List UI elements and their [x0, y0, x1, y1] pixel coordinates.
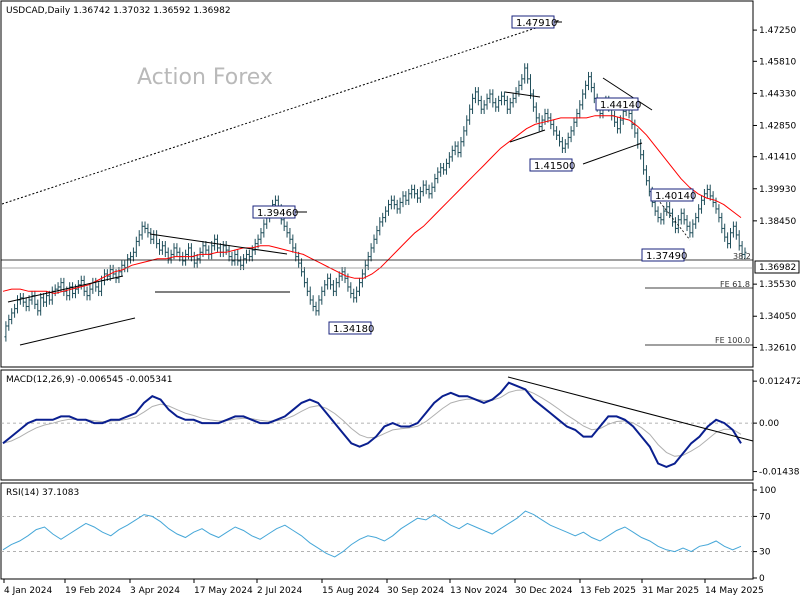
current-price-tag	[754, 260, 800, 274]
rsi-layer	[1, 510, 753, 558]
triangle-upper-line	[149, 233, 288, 255]
x-tick-label: 19 Feb 2024	[65, 586, 121, 596]
current-price-label: 1.36982	[759, 263, 796, 273]
flag-upper-line	[504, 91, 541, 98]
price-y-tick-label: 1.41410	[759, 153, 796, 163]
macd-panel-frame	[0, 369, 754, 481]
rsi-y-tick-label: 30	[759, 548, 771, 558]
macd-signal-line	[2, 389, 742, 457]
retrace-dotted-line	[654, 195, 691, 241]
rsi-line	[2, 510, 742, 558]
price-y-tick-label: 1.39930	[759, 185, 796, 195]
macd-line	[2, 381, 742, 468]
x-tick-label: 15 Aug 2024	[322, 586, 380, 596]
annotation-box	[650, 188, 694, 202]
price-y-tick-label: 1.45810	[759, 57, 796, 67]
macd-layer	[1, 376, 754, 468]
dotted-trendline	[1, 19, 561, 205]
x-tick-label: 3 Apr 2024	[130, 586, 180, 596]
annotation-label: 1.47910	[516, 18, 557, 29]
macd-y-tick-label: 0.012472	[759, 377, 800, 387]
fib-label: FE 100.0	[715, 336, 750, 345]
price-y-tick-label: 1.35530	[759, 280, 796, 290]
price-y-tick-label: 1.32610	[759, 343, 796, 353]
x-tick-label: 13 Nov 2024	[450, 586, 508, 596]
annotation-box	[529, 158, 573, 172]
annotation-label: 1.39460	[257, 208, 298, 219]
price-panel-frame	[0, 0, 754, 368]
watermark: Action Forex	[137, 65, 273, 90]
rsi-panel-frame	[0, 482, 754, 580]
x-tick-label: 4 Jan 2024	[4, 586, 52, 596]
rsi-title: RSI(14) 37.1083	[6, 488, 79, 498]
price-y-tick-label: 1.47250	[759, 26, 796, 36]
chart-title: USDCAD,Daily 1.36742 1.37032 1.36592 1.3…	[6, 6, 231, 16]
rsi-y-tick-label: 0	[759, 574, 765, 584]
price-y-tick-label: 1.44330	[759, 89, 796, 99]
channel-upper-line	[7, 275, 124, 303]
annotation-label: 1.37490	[646, 251, 687, 262]
price-layer: 1.47910 1.44140 1.41500 1.40140 1.39460 1.374…	[1, 15, 753, 346]
macd-title: MACD(12,26,9) -0.006545 -0.005341	[6, 375, 172, 385]
fib-label: 38.2	[733, 252, 751, 261]
macd-y-tick-label: 0.00	[759, 419, 779, 429]
x-tick-label: 2 Jul 2024	[257, 586, 302, 596]
x-tick-label: 13 Feb 2025	[580, 586, 636, 596]
price-y-tick-label: 1.42850	[759, 121, 796, 131]
annotation-box	[595, 97, 639, 111]
x-tick-label: 30 Sep 2024	[387, 586, 444, 596]
annotation-box	[328, 321, 372, 335]
macd-trendline	[507, 376, 754, 442]
channel-lower-line	[19, 317, 136, 346]
annotation-label: 1.40140	[655, 191, 696, 202]
x-tick-label: 30 Dec 2024	[515, 586, 573, 596]
x-tick-label: 17 May 2024	[194, 586, 253, 596]
annotation-label: 1.41500	[534, 161, 575, 172]
wedge-lower-line	[582, 142, 643, 165]
rsi-y-tick-label: 100	[759, 486, 776, 496]
rsi-y-tick-label: 70	[759, 512, 771, 522]
flag-lower-line	[509, 129, 546, 143]
x-tick-label: 31 Mar 2025	[642, 586, 699, 596]
annotation-label: 1.34180	[333, 324, 374, 335]
annotation-label: 1.44140	[600, 100, 641, 111]
wedge-upper-line	[602, 77, 653, 111]
annotation-box	[641, 248, 685, 262]
fib-label: FE 61.8	[720, 280, 750, 289]
price-y-tick-label: 1.38450	[759, 217, 796, 227]
macd-y-tick-label: -0.014389	[759, 468, 800, 478]
x-tick-label: 14 May 2025	[705, 586, 764, 596]
axis-layer: 1.47250 1.45810 1.44330 1.42850 1.41410 1.399…	[3, 26, 800, 596]
price-y-tick-label: 1.34050	[759, 312, 796, 322]
